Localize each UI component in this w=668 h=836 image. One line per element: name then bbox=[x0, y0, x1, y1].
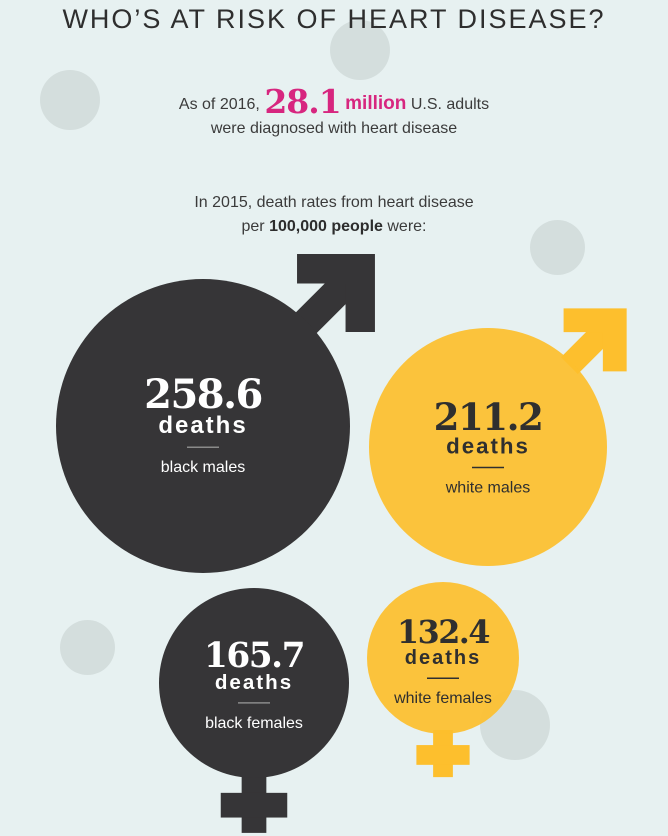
rates-line1: In 2015, death rates from heart disease bbox=[194, 194, 474, 211]
background-figure bbox=[530, 220, 585, 275]
female-symbol-crossbar bbox=[220, 792, 288, 818]
data-value-label: 165.7 bbox=[204, 636, 304, 676]
intro-unit: million bbox=[345, 93, 407, 114]
intro-line2: were diagnosed with heart disease bbox=[210, 120, 458, 137]
male-symbol-shaft bbox=[293, 270, 359, 336]
page-title: WHO’S AT RISK OF HEART DISEASE? bbox=[62, 4, 606, 34]
male-symbol-shaft bbox=[560, 321, 614, 375]
background-figure bbox=[40, 70, 100, 130]
data-unit-label: deaths bbox=[158, 412, 247, 439]
rates-intro: In 2015, death rates from heart disease … bbox=[0, 191, 668, 239]
data-value-label: 211.2 bbox=[434, 395, 543, 439]
intro-text: As of 2016, 28.1 million U.S. adults wer… bbox=[0, 85, 668, 141]
rates-line2-bold: 100,000 people bbox=[269, 218, 383, 235]
group-label: black females bbox=[205, 715, 303, 732]
group-label: white females bbox=[393, 690, 492, 707]
bubble-circle bbox=[369, 328, 607, 566]
data-unit-label: deaths bbox=[215, 671, 293, 694]
bubble-circle bbox=[159, 588, 349, 778]
background-figure bbox=[60, 620, 115, 675]
bubble-circle bbox=[56, 279, 350, 573]
data-value-label: 132.4 bbox=[397, 614, 489, 651]
male-symbol-arrowhead bbox=[297, 254, 375, 332]
bubble-circle bbox=[367, 582, 519, 734]
intro-suffix: U.S. adults bbox=[410, 96, 490, 113]
group-label: white males bbox=[445, 480, 530, 497]
male-symbol-arrowhead bbox=[563, 308, 627, 372]
intro-prefix: As of 2016, bbox=[178, 96, 260, 113]
background-figure bbox=[330, 20, 390, 80]
female-symbol-crossbar bbox=[416, 745, 470, 765]
rates-line2-suffix: were: bbox=[387, 218, 427, 235]
rates-line2-prefix: per bbox=[241, 218, 265, 235]
group-label: black males bbox=[161, 459, 245, 476]
data-unit-label: deaths bbox=[446, 434, 530, 459]
data-unit-label: deaths bbox=[405, 647, 481, 669]
data-value-label: 258.6 bbox=[144, 371, 262, 418]
intro-value: 28.1 bbox=[264, 82, 341, 121]
